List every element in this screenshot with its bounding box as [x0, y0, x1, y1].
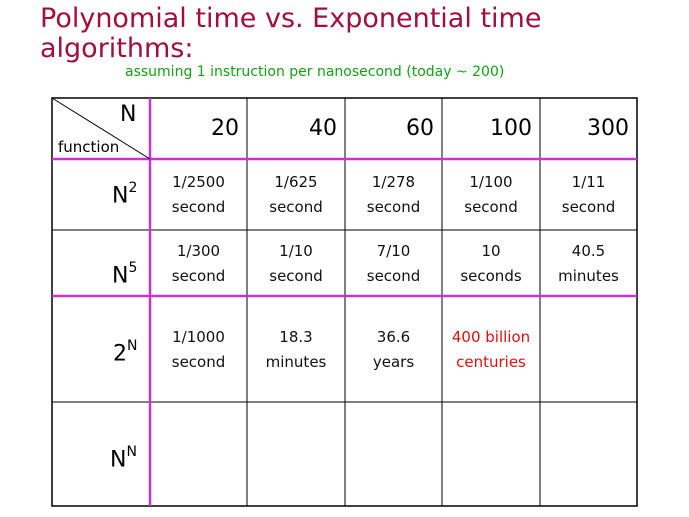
row-label: 2N: [113, 338, 138, 367]
table-cell: 1/2500 second: [171, 173, 226, 216]
table-cell: 36.6 years: [372, 328, 415, 371]
title-line-2: algorithms:: [40, 33, 194, 64]
row-label: N2: [112, 180, 138, 209]
table-cell-highlighted: 400 billion centuries: [451, 328, 531, 371]
corner-diagonal: [51, 97, 151, 160]
table-cell: 1/100 second: [464, 173, 518, 216]
row-label: NN: [110, 444, 137, 473]
corner-function-label: function: [58, 138, 120, 156]
column-header: 300: [587, 116, 629, 141]
slide-subtitle: assuming 1 instruction per nanosecond (t…: [125, 64, 505, 80]
slide-title: Polynomial time vs. Exponential time alg…: [40, 4, 541, 64]
column-header: 100: [490, 116, 532, 141]
table-cell: 18.3 minutes: [265, 328, 327, 371]
table-cell: 1/625 second: [269, 173, 323, 216]
column-header: 20: [211, 116, 239, 141]
table-cell: 1/10 second: [269, 242, 323, 285]
table-cell: 1/300 second: [171, 242, 226, 285]
corner-n-label: N: [120, 102, 137, 127]
table-cell: 1/278 second: [366, 173, 421, 216]
column-header: 60: [406, 116, 434, 141]
table-cell: 10 seconds: [460, 242, 522, 285]
table-cell: 7/10 second: [366, 242, 421, 285]
column-header: 40: [309, 116, 337, 141]
table-cell: 1/1000 second: [171, 328, 226, 371]
table-cell: 1/11 second: [561, 173, 616, 216]
table-cell: 40.5 minutes: [558, 242, 619, 285]
title-line-1: Polynomial time vs. Exponential time: [40, 3, 542, 34]
row-label: N5: [112, 260, 138, 289]
